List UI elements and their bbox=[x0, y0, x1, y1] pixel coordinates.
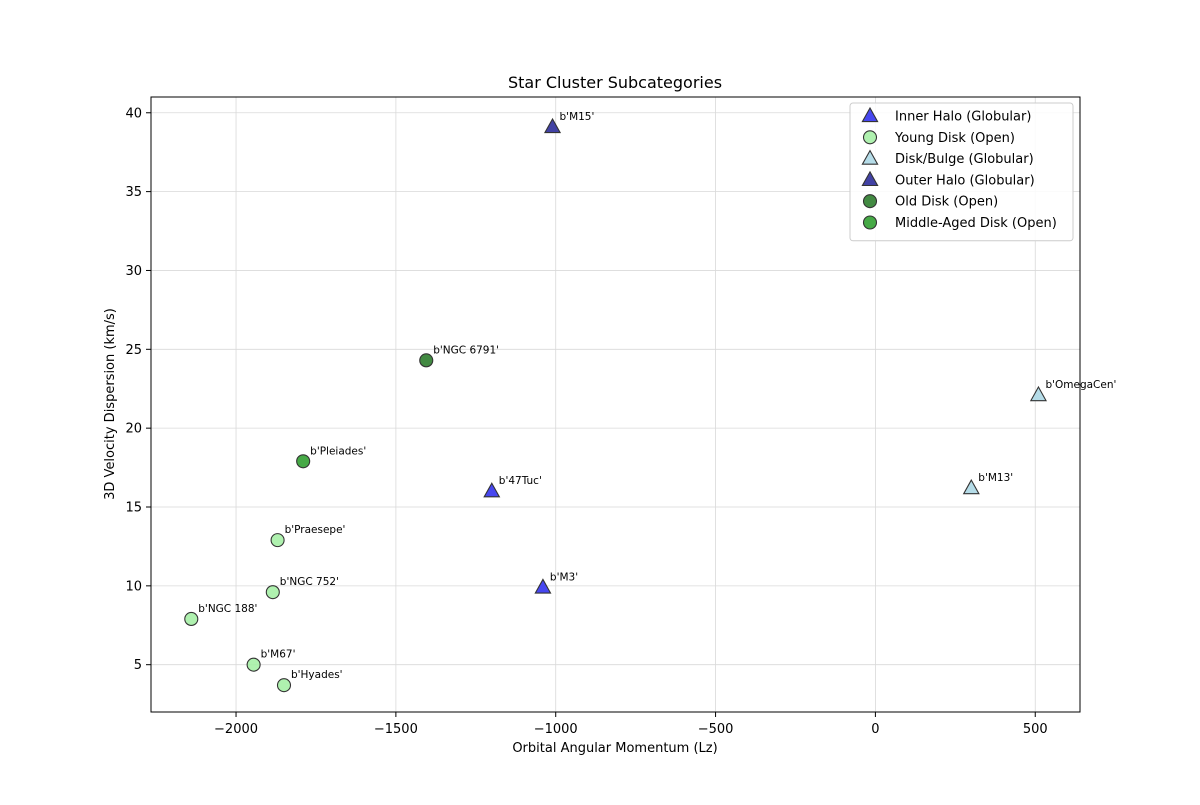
legend-marker-triangle bbox=[861, 149, 879, 165]
data-point-circle bbox=[184, 611, 199, 627]
legend-box bbox=[849, 102, 1074, 242]
data-point-label: b'Praesepe' bbox=[285, 524, 346, 536]
data-point-label: b'NGC 6791' bbox=[433, 344, 499, 356]
x-tick-label: −500 bbox=[698, 722, 734, 737]
legend-label: Outer Halo (Globular) bbox=[895, 173, 1035, 188]
data-point-circle bbox=[265, 585, 280, 600]
x-tick-label: −1000 bbox=[534, 722, 578, 737]
data-points: b'47Tuc' b'M3' b'Praesepe' b'NGC 752' b'NGC … bbox=[184, 111, 1116, 693]
data-point-triangle bbox=[962, 478, 980, 495]
legend-label: Middle-Aged Disk (Open) bbox=[895, 216, 1057, 231]
y-tick-label: 35 bbox=[125, 185, 142, 200]
data-point-triangle bbox=[543, 117, 562, 134]
plot-frame bbox=[150, 96, 1081, 713]
data-point-circle bbox=[419, 353, 434, 368]
x-tick-label: 0 bbox=[871, 722, 879, 737]
legend-label: Disk/Bulge (Globular) bbox=[895, 152, 1034, 167]
data-point-triangle bbox=[1029, 385, 1047, 402]
data-point-circle bbox=[296, 454, 311, 469]
data-point-label: b'OmegaCen' bbox=[1045, 379, 1116, 391]
y-axis-label: 3D Velocity Dispersion (km/s) bbox=[103, 308, 118, 500]
data-point-circle bbox=[276, 678, 292, 693]
legend-marker-circle bbox=[862, 215, 878, 230]
legend-marker-circle bbox=[862, 130, 878, 145]
y-tick-label: 30 bbox=[125, 264, 142, 279]
data-point-label: b'Pleiades' bbox=[310, 445, 366, 457]
legend-label: Young Disk (Open) bbox=[894, 131, 1015, 146]
axes: −2000 −1500 −1000 −500 0 500 5 10 15 20 25 30 35 40 bbox=[125, 96, 1081, 737]
y-tick-label: 10 bbox=[125, 579, 142, 594]
y-tick-label: 20 bbox=[125, 422, 142, 437]
chart-title: Star Cluster Subcategories bbox=[508, 73, 722, 92]
y-tick-label: 15 bbox=[125, 501, 142, 516]
y-tick-label: 40 bbox=[125, 106, 142, 121]
x-tick-label: 500 bbox=[1023, 722, 1048, 737]
x-tick-label: −2000 bbox=[214, 722, 258, 737]
data-point-circle bbox=[246, 657, 261, 672]
legend-marker-circle bbox=[862, 194, 878, 209]
data-point-label: b'NGC 188' bbox=[198, 603, 257, 615]
data-point-label: b'M67' bbox=[261, 649, 296, 661]
y-tick-label: 5 bbox=[134, 658, 142, 673]
legend: Inner Halo (Globular) Young Disk (Open) Di… bbox=[849, 102, 1074, 242]
data-point-label: b'M13' bbox=[978, 472, 1013, 484]
data-point-label: b'47Tuc' bbox=[499, 475, 542, 487]
legend-marker-triangle bbox=[861, 106, 879, 123]
x-tick-label: −1500 bbox=[374, 722, 418, 737]
data-point-label: b'Hyades' bbox=[291, 669, 343, 681]
data-point-triangle bbox=[483, 482, 501, 498]
legend-marker-triangle bbox=[861, 170, 879, 187]
data-point-label: b'M3' bbox=[550, 571, 578, 583]
y-tick-label: 25 bbox=[125, 343, 142, 358]
x-axis-label: Orbital Angular Momentum (Lz) bbox=[512, 741, 717, 756]
data-point-label: b'M15' bbox=[560, 111, 595, 123]
data-point-label: b'NGC 752' bbox=[280, 576, 339, 588]
legend-label: Inner Halo (Globular) bbox=[895, 110, 1031, 125]
legend-label: Old Disk (Open) bbox=[895, 195, 998, 210]
data-point-triangle bbox=[534, 578, 552, 594]
data-point-circle bbox=[270, 533, 285, 548]
